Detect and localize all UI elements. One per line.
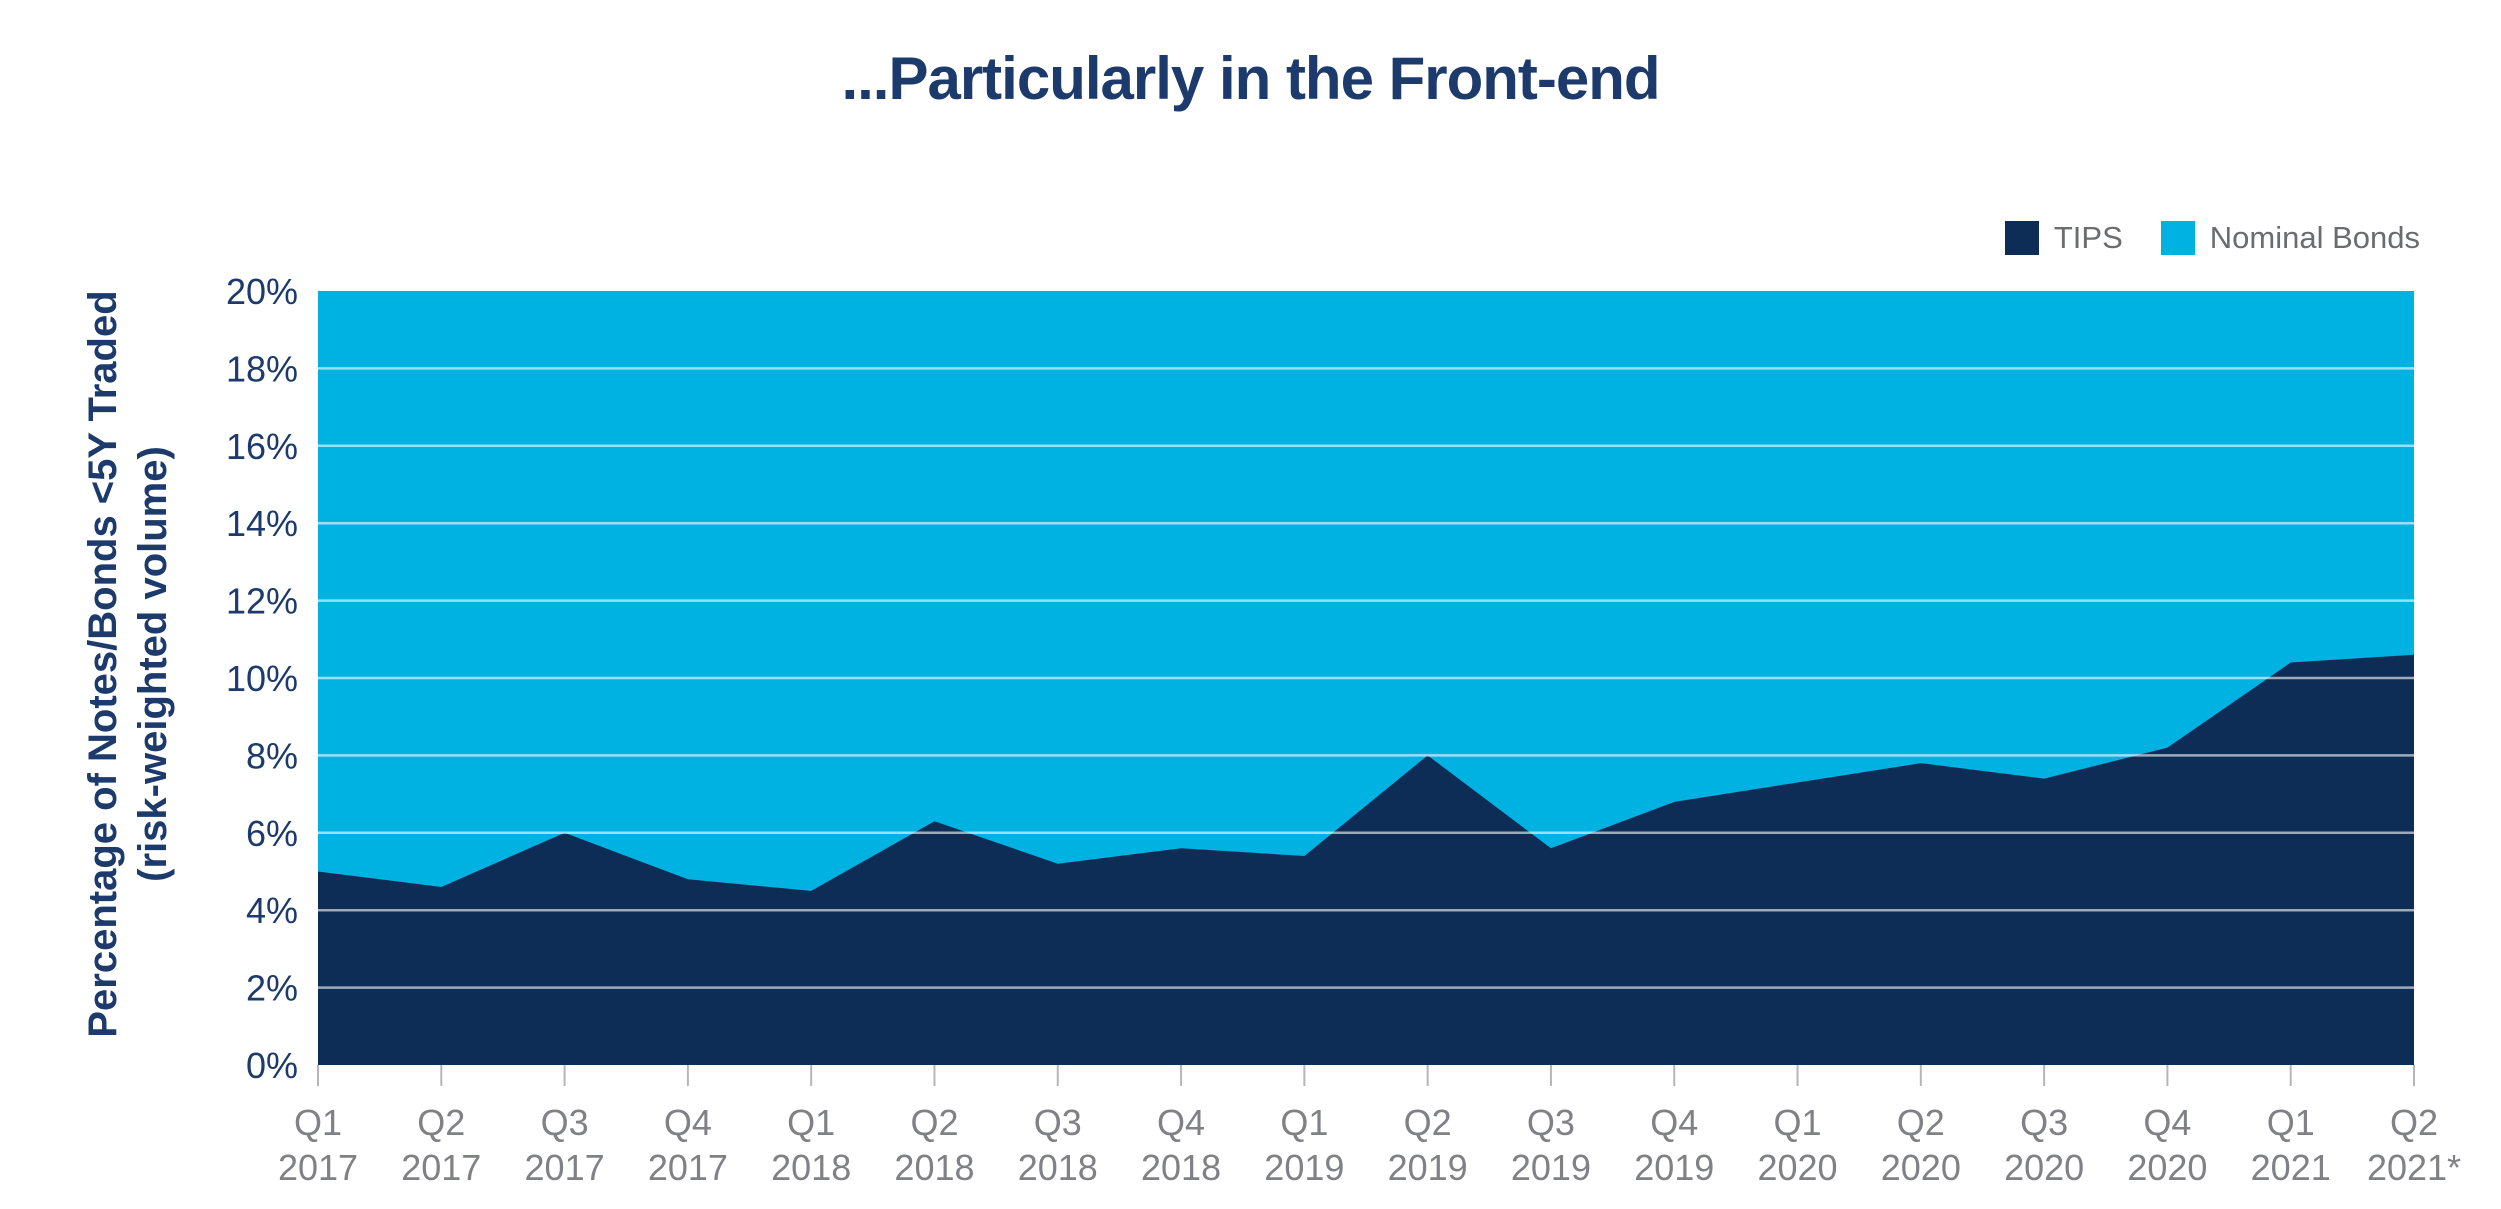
y-tick-label: 18% [226,348,298,389]
y-tick-label: 2% [246,968,298,1009]
legend-label-nominal-bonds: Nominal Bonds [2209,220,2420,255]
x-tick-label: Q1 2017 [278,1102,358,1188]
x-tick-label: Q1 2020 [1757,1102,1837,1188]
x-tick-label: Q3 2019 [1511,1102,1591,1188]
x-tick-label: Q1 2021 [2251,1102,2331,1188]
x-tick-label: Q1 2019 [1264,1102,1344,1188]
chart-title: ...Particularly in the Front-end [841,45,1660,112]
x-tick-label: Q3 2018 [1018,1102,1098,1188]
x-tick-label: Q4 2020 [2127,1102,2207,1188]
x-tick-label: Q2 2018 [894,1102,974,1188]
y-tick-label: 4% [246,890,298,931]
nominal-bonds-swatch-icon [2160,221,2195,255]
y-tick-label: 14% [226,503,298,544]
x-tick-label: Q4 2018 [1141,1102,1221,1188]
x-tick-label: Q2 2019 [1388,1102,1468,1188]
y-tick-label: 0% [246,1045,298,1086]
legend-item-tips: TIPS [2004,220,2123,256]
x-tick-label: Q4 2019 [1634,1102,1714,1188]
tips-area [318,654,2414,1065]
x-tick-label: Q3 2017 [525,1102,605,1188]
legend-item-nominal-bonds: Nominal Bonds [2160,220,2420,256]
x-tick-label: Q2 2020 [1881,1102,1961,1188]
x-tick-label: Q2 2021* [2367,1102,2461,1188]
y-tick-label: 16% [226,426,298,467]
x-tick-label: Q3 2020 [2004,1102,2084,1188]
y-tick-label: 12% [226,581,298,622]
legend: TIPS Nominal Bonds [2004,220,2420,256]
x-tick-label: Q2 2017 [401,1102,481,1188]
tips-swatch-icon [2004,221,2039,255]
y-tick-label: 10% [226,658,298,699]
y-tick-label: 20% [226,271,298,312]
legend-label-tips: TIPS [2053,220,2123,255]
y-tick-label: 8% [246,735,298,776]
y-tick-label: 6% [246,813,298,854]
x-tick-label: Q1 2018 [771,1102,851,1188]
x-tick-label: Q4 2017 [648,1102,728,1188]
